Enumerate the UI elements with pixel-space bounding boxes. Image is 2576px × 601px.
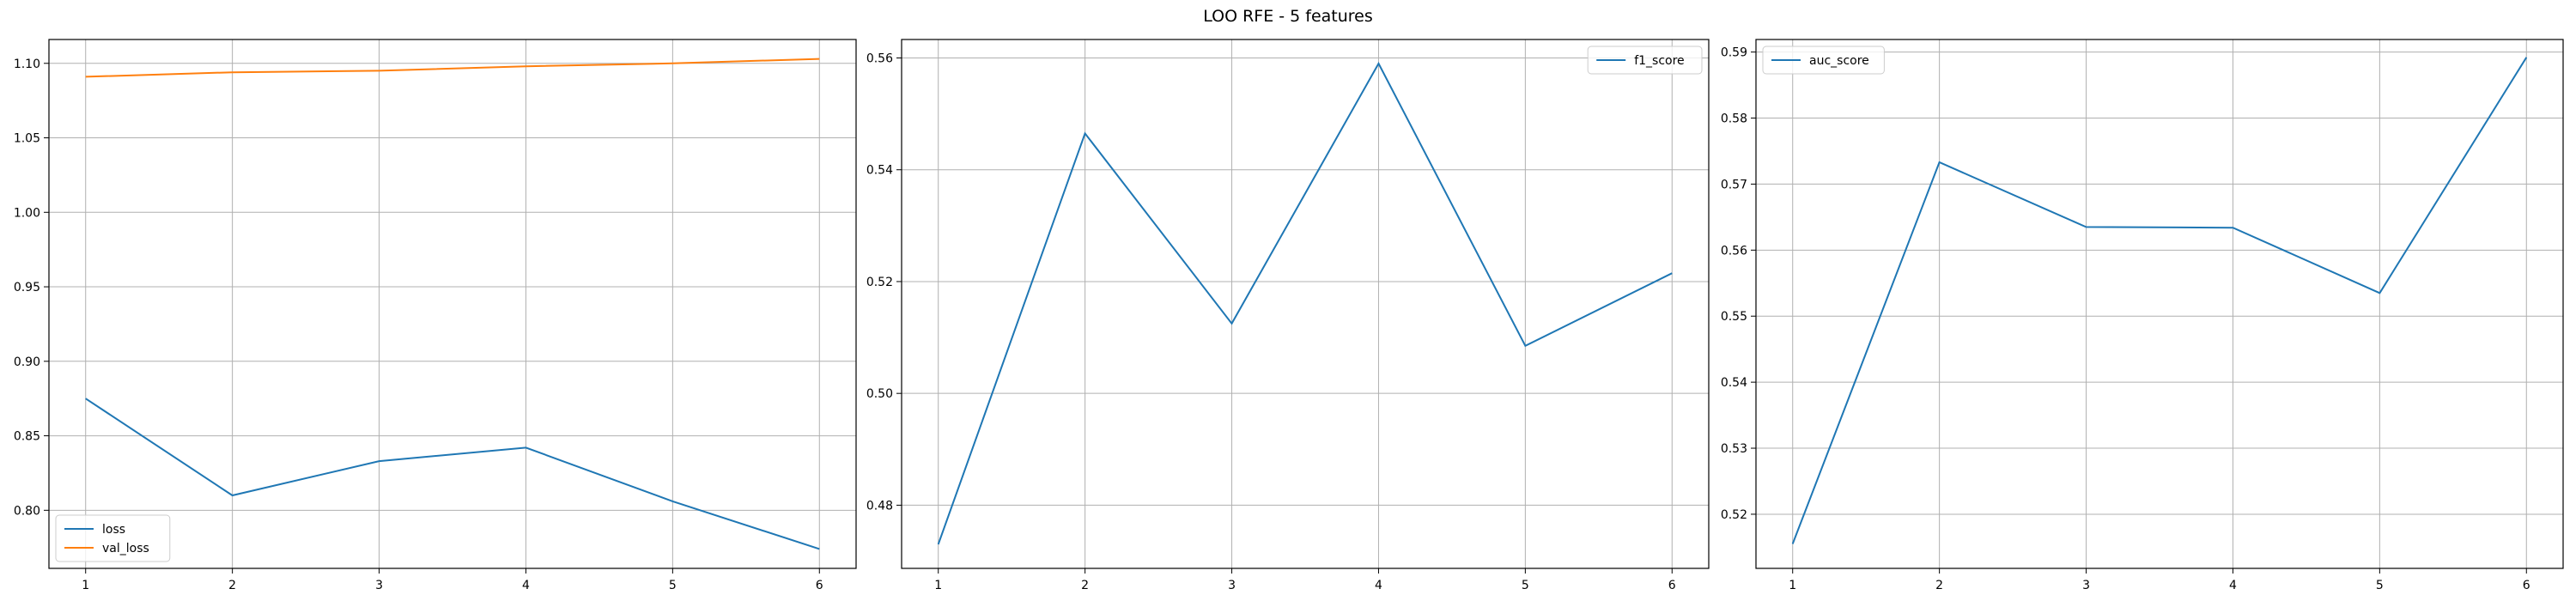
y-tick-label: 0.58	[1721, 112, 1747, 126]
legend-box	[1587, 46, 1703, 75]
x-tick-label: 3	[375, 579, 383, 592]
y-tick-label: 0.85	[14, 430, 40, 444]
x-tick-label: 5	[2376, 579, 2384, 592]
y-tick-label: 0.90	[14, 355, 40, 369]
legend-label-loss: loss	[102, 523, 125, 537]
x-tick-label: 1	[82, 579, 89, 592]
y-tick-label: 0.52	[1721, 508, 1747, 522]
y-tick-label: 0.54	[1721, 376, 1747, 390]
x-tick-label: 4	[522, 579, 530, 592]
x-tick-label: 6	[816, 579, 823, 592]
axes-frame	[1755, 39, 2564, 569]
axes-frame	[901, 39, 1710, 569]
x-tick-label: 6	[2523, 579, 2530, 592]
legend-box	[1762, 46, 1885, 75]
series-line-f1_score	[937, 61, 1673, 545]
y-tick-label: 0.53	[1721, 442, 1747, 456]
y-tick-label: 1.05	[14, 132, 40, 146]
x-tick-label: 4	[2229, 579, 2237, 592]
y-tick-label: 0.56	[866, 52, 893, 65]
y-tick-label: 0.55	[1721, 310, 1747, 324]
legend-label-val_loss: val_loss	[102, 542, 149, 555]
y-tick-label: 0.56	[1721, 244, 1747, 258]
y-tick-label: 0.80	[14, 504, 40, 518]
y-tick-label: 0.52	[866, 276, 893, 289]
x-tick-label: 5	[1522, 579, 1529, 592]
legend-label-auc_score: auc_score	[1809, 54, 1869, 68]
y-tick-label: 1.10	[14, 58, 40, 71]
x-tick-label: 1	[934, 579, 942, 592]
x-tick-label: 3	[1228, 579, 1236, 592]
x-tick-label: 2	[228, 579, 236, 592]
legend-box	[55, 514, 171, 562]
y-tick-label: 0.57	[1721, 178, 1747, 191]
series-line-auc_score	[1791, 57, 2528, 544]
chart-panel-3: 1 2 3 4 5 6 0.52 0.53 0.54 0.55 0.56 0.57 0.58 0.59 au…	[1721, 39, 2564, 592]
x-tick-label: 1	[1789, 579, 1796, 592]
x-tick-label: 3	[2082, 579, 2090, 592]
x-tick-label: 2	[1081, 579, 1089, 592]
y-tick-label: 0.59	[1721, 46, 1747, 60]
x-tick-label: 2	[1935, 579, 1943, 592]
x-tick-label: 6	[1668, 579, 1676, 592]
x-tick-label: 5	[669, 579, 677, 592]
y-tick-label: 0.54	[866, 164, 893, 178]
chart-panel-1: 1 2 3 4 5 6 0.80 0.85 0.90 0.95 1.00 1.05 1.10 loss va…	[14, 39, 857, 592]
legend-label-f1_score: f1_score	[1634, 54, 1684, 68]
series-line-loss	[85, 398, 820, 550]
figure-title: LOO RFE - 5 features	[1203, 7, 1373, 26]
legend: loss val_loss	[55, 514, 171, 562]
legend: auc_score	[1762, 46, 1885, 75]
legend: f1_score	[1587, 46, 1703, 75]
axes-frame	[48, 39, 857, 569]
y-tick-label: 0.48	[866, 499, 893, 513]
x-tick-label: 4	[1375, 579, 1382, 592]
y-tick-label: 0.50	[866, 387, 893, 401]
series-line-val_loss	[85, 58, 820, 78]
chart-panel-2: 1 2 3 4 5 6 0.48 0.50 0.52 0.54 0.56 f1_score	[866, 39, 1710, 592]
y-tick-label: 0.95	[14, 281, 40, 294]
y-tick-label: 1.00	[14, 206, 40, 220]
